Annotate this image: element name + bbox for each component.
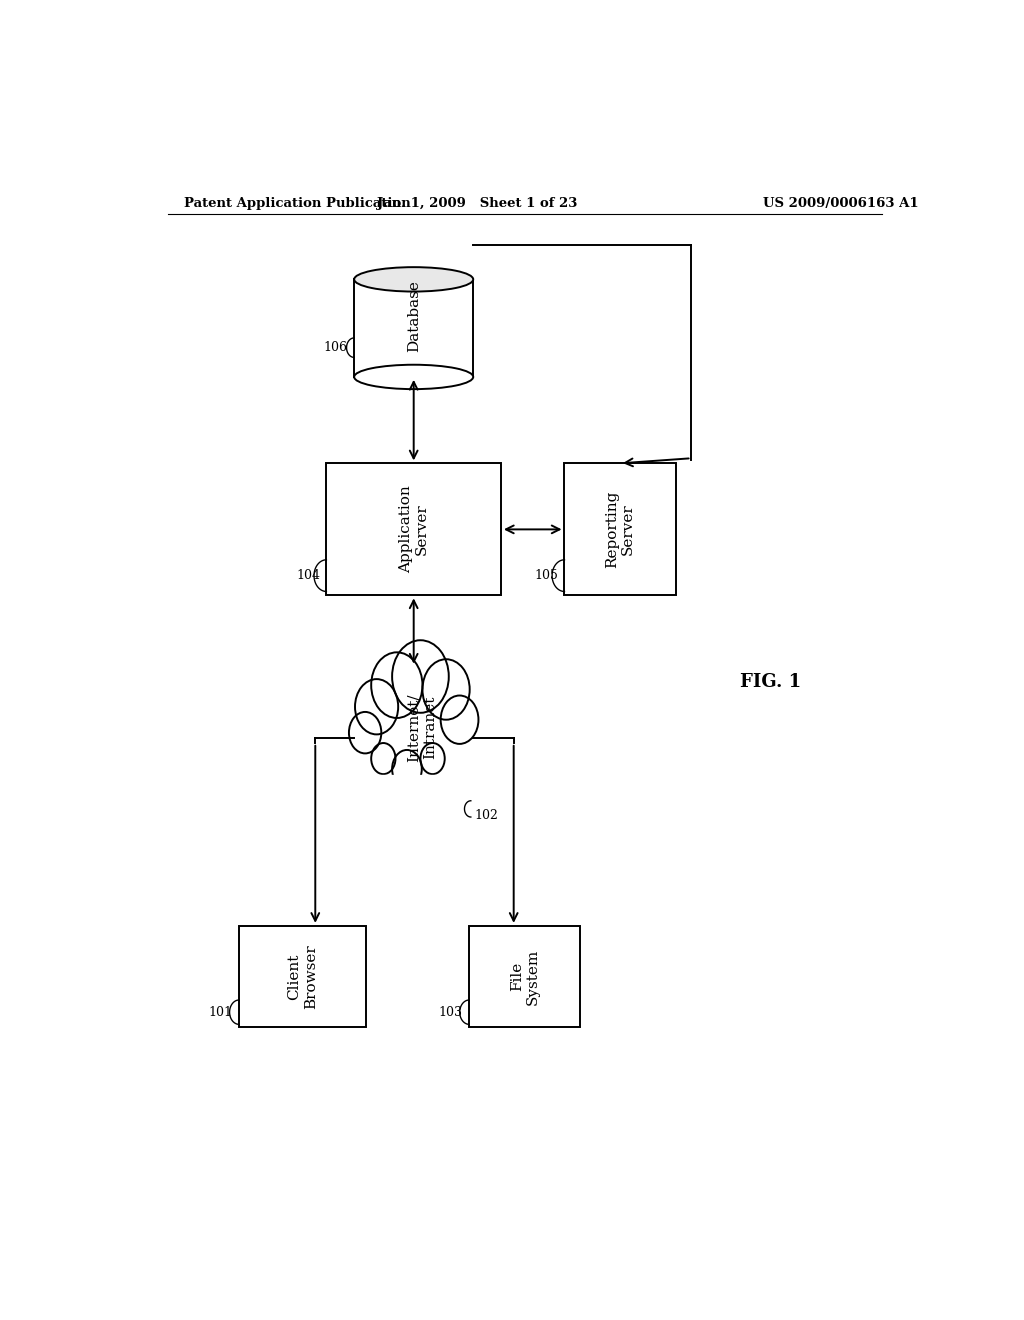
Bar — [342, 775, 485, 805]
Text: 104: 104 — [296, 569, 321, 582]
Circle shape — [440, 696, 478, 744]
Circle shape — [355, 678, 398, 734]
Circle shape — [421, 743, 444, 774]
Bar — [327, 463, 501, 595]
Text: Internet/
Intranet: Internet/ Intranet — [407, 693, 436, 762]
Text: 103: 103 — [439, 1006, 463, 1019]
Circle shape — [392, 750, 422, 788]
Text: File
System: File System — [510, 949, 540, 1005]
Text: Patent Application Publication: Patent Application Publication — [183, 197, 411, 210]
Circle shape — [423, 659, 470, 719]
Text: 102: 102 — [475, 809, 499, 822]
Text: Client
Browser: Client Browser — [288, 944, 317, 1008]
Bar — [240, 925, 367, 1027]
Circle shape — [392, 640, 449, 713]
Circle shape — [371, 652, 423, 718]
Text: FIG. 1: FIG. 1 — [740, 673, 802, 690]
Circle shape — [371, 743, 395, 774]
Bar — [564, 463, 676, 595]
Circle shape — [349, 711, 381, 754]
Text: US 2009/0006163 A1: US 2009/0006163 A1 — [763, 197, 919, 210]
Text: 105: 105 — [535, 569, 558, 582]
Text: Jan. 1, 2009   Sheet 1 of 23: Jan. 1, 2009 Sheet 1 of 23 — [377, 197, 578, 210]
Bar — [469, 925, 581, 1027]
Text: 106: 106 — [324, 341, 348, 354]
Ellipse shape — [354, 364, 473, 389]
Text: Database: Database — [407, 280, 421, 352]
Text: 101: 101 — [209, 1006, 232, 1019]
Ellipse shape — [354, 267, 473, 292]
Bar — [354, 280, 473, 378]
Text: Application
Server: Application Server — [398, 486, 429, 573]
Text: Reporting
Server: Reporting Server — [605, 491, 635, 568]
